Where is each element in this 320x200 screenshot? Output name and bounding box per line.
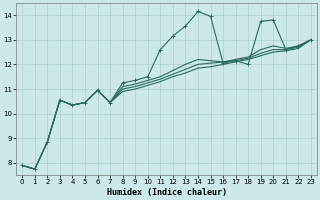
- X-axis label: Humidex (Indice chaleur): Humidex (Indice chaleur): [107, 188, 227, 197]
